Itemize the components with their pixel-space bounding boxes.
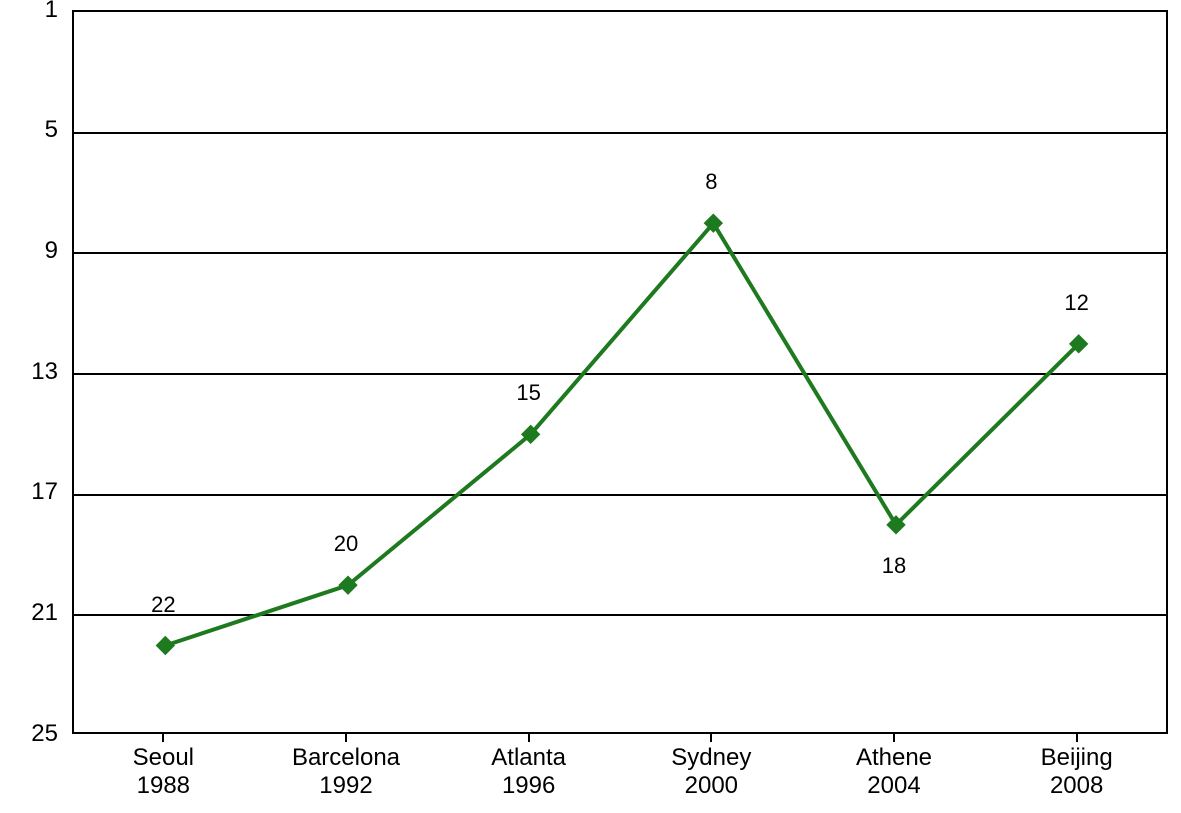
- y-tick-label: 13: [8, 358, 58, 386]
- x-tick-label-line2: 2004: [867, 772, 920, 799]
- x-tick: [1076, 734, 1078, 742]
- plot-area: [72, 10, 1168, 734]
- x-tick: [710, 734, 712, 742]
- series-line: [165, 223, 1078, 645]
- x-tick-label: Seoul1988: [73, 744, 253, 800]
- x-tick-label-line2: 2000: [685, 772, 738, 799]
- data-marker: [156, 637, 174, 655]
- y-tick-label: 1: [8, 0, 58, 24]
- y-tick-label: 21: [8, 599, 58, 627]
- x-tick-label: Barcelona1992: [256, 744, 436, 800]
- x-tick: [345, 734, 347, 742]
- y-tick-label: 9: [8, 237, 58, 265]
- line-chart: 15913172125Seoul1988Barcelona1992Atlanta…: [0, 0, 1181, 813]
- data-label: 8: [681, 169, 741, 195]
- x-tick-label-line2: 1996: [502, 772, 555, 799]
- x-tick-label: Atlanta1996: [439, 744, 619, 800]
- x-tick-label-line1: Beijing: [1041, 744, 1113, 771]
- x-tick: [528, 734, 530, 742]
- y-tick-label: 17: [8, 478, 58, 506]
- data-label: 15: [499, 380, 559, 406]
- data-label: 12: [1047, 290, 1107, 316]
- x-tick-label-line2: 1988: [137, 772, 190, 799]
- x-tick-label-line1: Athene: [856, 744, 932, 771]
- x-tick-label-line1: Atlanta: [491, 744, 566, 771]
- x-tick-label: Beijing2008: [987, 744, 1167, 800]
- x-tick: [162, 734, 164, 742]
- x-tick-label-line1: Sydney: [671, 744, 751, 771]
- x-tick-label-line2: 2008: [1050, 772, 1103, 799]
- data-label: 22: [133, 592, 193, 618]
- y-tick-label: 5: [8, 116, 58, 144]
- y-tick-label: 25: [8, 720, 58, 748]
- x-tick-label: Athene2004: [804, 744, 984, 800]
- series-layer: [74, 12, 1170, 736]
- x-tick-label: Sydney2000: [621, 744, 801, 800]
- data-label: 18: [864, 553, 924, 579]
- x-tick: [893, 734, 895, 742]
- x-tick-label-line2: 1992: [319, 772, 372, 799]
- x-tick-label-line1: Barcelona: [292, 744, 400, 771]
- x-tick-label-line1: Seoul: [133, 744, 194, 771]
- data-label: 20: [316, 531, 376, 557]
